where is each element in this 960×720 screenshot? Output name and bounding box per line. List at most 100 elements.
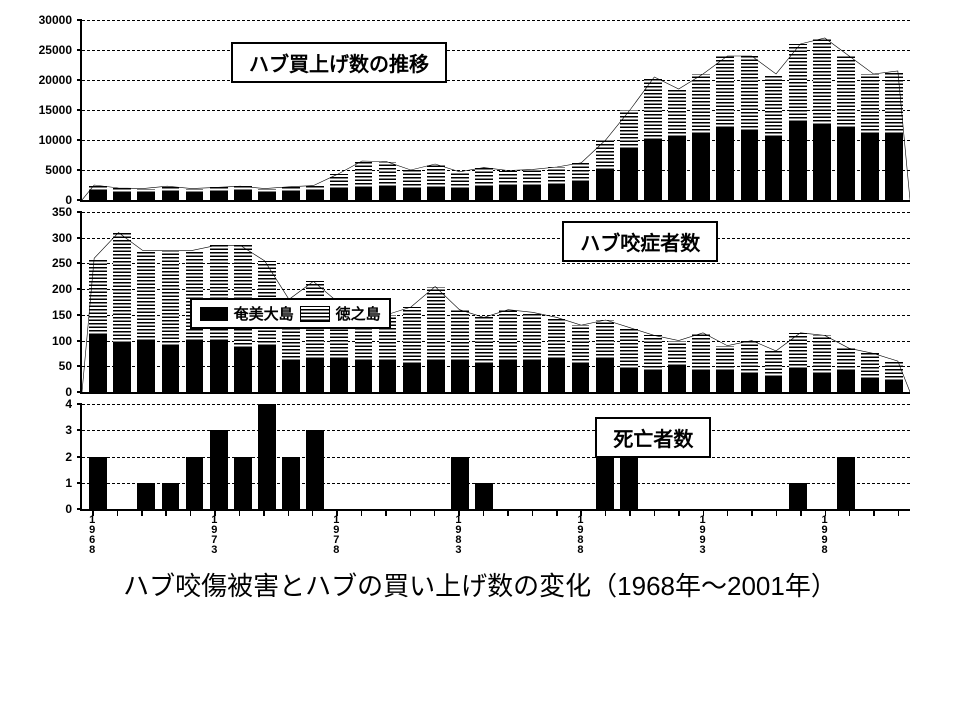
bar-series1 xyxy=(644,371,662,392)
bar-series1 xyxy=(596,359,614,392)
bar-series1 xyxy=(306,430,324,509)
bar-series2 xyxy=(475,168,493,187)
bar-series1 xyxy=(668,366,686,392)
y-tick-label: 300 xyxy=(52,231,72,245)
bar-series1 xyxy=(210,430,228,509)
legend: 奄美大島 徳之島 xyxy=(190,298,391,329)
chart-title: ハブ咬症者数 xyxy=(562,221,718,262)
bars-area xyxy=(82,20,910,200)
y-tick-label: 10000 xyxy=(39,133,72,147)
bar-series1 xyxy=(813,125,831,200)
bar-series1 xyxy=(186,457,204,510)
bar-series1 xyxy=(330,359,348,392)
bar-series2 xyxy=(523,169,541,186)
bar-series2 xyxy=(499,310,517,361)
bar-series1 xyxy=(668,137,686,200)
bar-series1 xyxy=(451,361,469,392)
bar-series2 xyxy=(885,71,903,134)
bar-series2 xyxy=(162,251,180,346)
bar-series2 xyxy=(89,258,107,335)
chart-panel: 050100150200250300350ハブ咬症者数奄美大島徳之島 xyxy=(80,212,910,394)
bar-series2 xyxy=(692,74,710,134)
bar-series1 xyxy=(837,457,855,510)
bar-series1 xyxy=(186,341,204,392)
bar-series1 xyxy=(499,186,517,200)
bar-series2 xyxy=(644,77,662,140)
bar-series1 xyxy=(306,191,324,200)
bar-series2 xyxy=(475,317,493,363)
bar-series2 xyxy=(789,44,807,122)
x-tick-label: 1973 xyxy=(208,514,220,554)
y-tick-label: 350 xyxy=(52,205,72,219)
bar-series1 xyxy=(789,369,807,392)
bar-series1 xyxy=(548,359,566,392)
bar-series1 xyxy=(885,381,903,392)
bar-series2 xyxy=(620,110,638,149)
bars-area xyxy=(82,404,910,509)
bar-series1 xyxy=(620,457,638,510)
bar-series1 xyxy=(475,483,493,509)
x-axis: 1968197319781983198819931998 xyxy=(80,511,910,551)
bar-series1 xyxy=(475,187,493,200)
bar-series2 xyxy=(861,353,879,379)
bar-series1 xyxy=(210,192,228,200)
bar-series2 xyxy=(548,167,566,185)
bar-series2 xyxy=(861,74,879,134)
bar-series1 xyxy=(258,346,276,392)
bar-series1 xyxy=(137,483,155,509)
bar-series1 xyxy=(427,188,445,200)
legend-label-series2: 徳之島 xyxy=(336,303,381,324)
bar-series2 xyxy=(668,341,686,367)
bar-series1 xyxy=(861,379,879,392)
bar-series1 xyxy=(89,335,107,392)
figure-caption: ハブ咬傷被害とハブの買い上げ数の変化（1968年～2001年） xyxy=(20,566,940,603)
bar-series2 xyxy=(813,38,831,125)
bar-series2 xyxy=(499,171,517,186)
bar-series1 xyxy=(572,182,590,200)
bar-series1 xyxy=(403,189,421,200)
x-tick-label: 1993 xyxy=(697,514,709,554)
x-tick-label: 1988 xyxy=(574,514,586,554)
x-tick-label: 1998 xyxy=(819,514,831,554)
bar-series1 xyxy=(258,404,276,509)
bar-series2 xyxy=(596,320,614,359)
bar-series2 xyxy=(234,245,252,348)
y-axis: 01234 xyxy=(22,404,77,509)
bar-series1 xyxy=(837,128,855,200)
bar-series1 xyxy=(137,341,155,392)
chart-panel: 01234死亡者数 xyxy=(80,404,910,511)
chart-title: 死亡者数 xyxy=(595,417,711,458)
x-tick-label: 1978 xyxy=(330,514,342,554)
bar-series1 xyxy=(885,134,903,200)
bar-series1 xyxy=(765,137,783,200)
bar-series2 xyxy=(837,56,855,128)
bar-series1 xyxy=(306,359,324,392)
bar-series1 xyxy=(258,193,276,200)
y-tick-label: 4 xyxy=(65,397,72,411)
bar-series2 xyxy=(596,140,614,170)
bar-series1 xyxy=(355,188,373,200)
bar-series1 xyxy=(89,457,107,510)
bar-series1 xyxy=(523,186,541,200)
y-tick-label: 150 xyxy=(52,308,72,322)
y-tick-label: 25000 xyxy=(39,43,72,57)
bar-series2 xyxy=(403,307,421,364)
bar-series1 xyxy=(741,131,759,200)
bar-series2 xyxy=(572,325,590,364)
bar-series2 xyxy=(716,56,734,128)
x-tick-label: 1983 xyxy=(452,514,464,554)
bar-series1 xyxy=(113,193,131,200)
bar-series1 xyxy=(330,189,348,200)
bar-series2 xyxy=(137,251,155,341)
bar-series1 xyxy=(282,457,300,510)
bar-series1 xyxy=(620,369,638,392)
bar-series2 xyxy=(403,170,421,189)
y-tick-label: 100 xyxy=(52,334,72,348)
bar-series1 xyxy=(765,377,783,392)
bar-series2 xyxy=(451,172,469,189)
legend-label-series1: 奄美大島 xyxy=(234,303,294,324)
bar-series2 xyxy=(837,348,855,371)
bar-series1 xyxy=(644,140,662,200)
y-tick-label: 15000 xyxy=(39,103,72,117)
bar-series1 xyxy=(692,134,710,200)
